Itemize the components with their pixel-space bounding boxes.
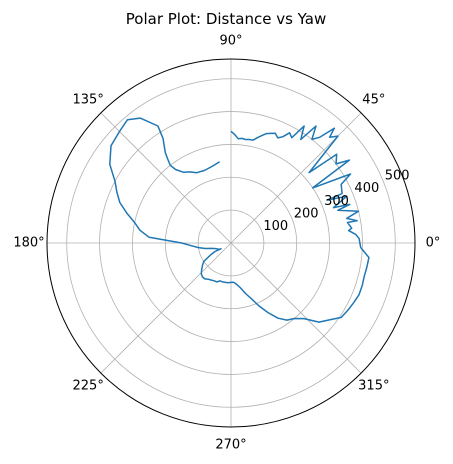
series-line — [109, 117, 370, 323]
theta-tick-label: 315° — [358, 378, 389, 393]
chart-title: Polar Plot: Distance vs Yaw — [126, 10, 326, 28]
theta-tick-label: 90° — [219, 34, 242, 49]
theta-tick-label: 45° — [362, 93, 385, 108]
theta-grid-line — [230, 112, 362, 244]
outer-frame — [46, 58, 416, 428]
r-tick-label: 400 — [354, 181, 379, 196]
theta-tick-label: 135° — [73, 93, 104, 108]
theta-tick-label: 270° — [215, 438, 246, 453]
theta-tick-labels: 0° 45° 90° 135° 180° 225° 270° 315° — [13, 34, 440, 453]
r-tick-label: 300 — [324, 194, 349, 209]
r-tick-labels: 100 200 300 400 500 — [263, 169, 409, 234]
r-tick-label: 200 — [294, 206, 319, 221]
theta-tick-label: 225° — [73, 378, 104, 393]
theta-grid-line — [100, 242, 232, 374]
grid — [47, 59, 415, 427]
theta-grid-line — [100, 112, 232, 244]
r-tick-label: 500 — [385, 169, 410, 184]
data-layer — [109, 117, 370, 323]
theta-grid-line — [230, 242, 362, 374]
r-tick-label: 100 — [263, 219, 288, 234]
theta-tick-label: 0° — [426, 236, 441, 251]
theta-tick-label: 180° — [13, 236, 44, 251]
